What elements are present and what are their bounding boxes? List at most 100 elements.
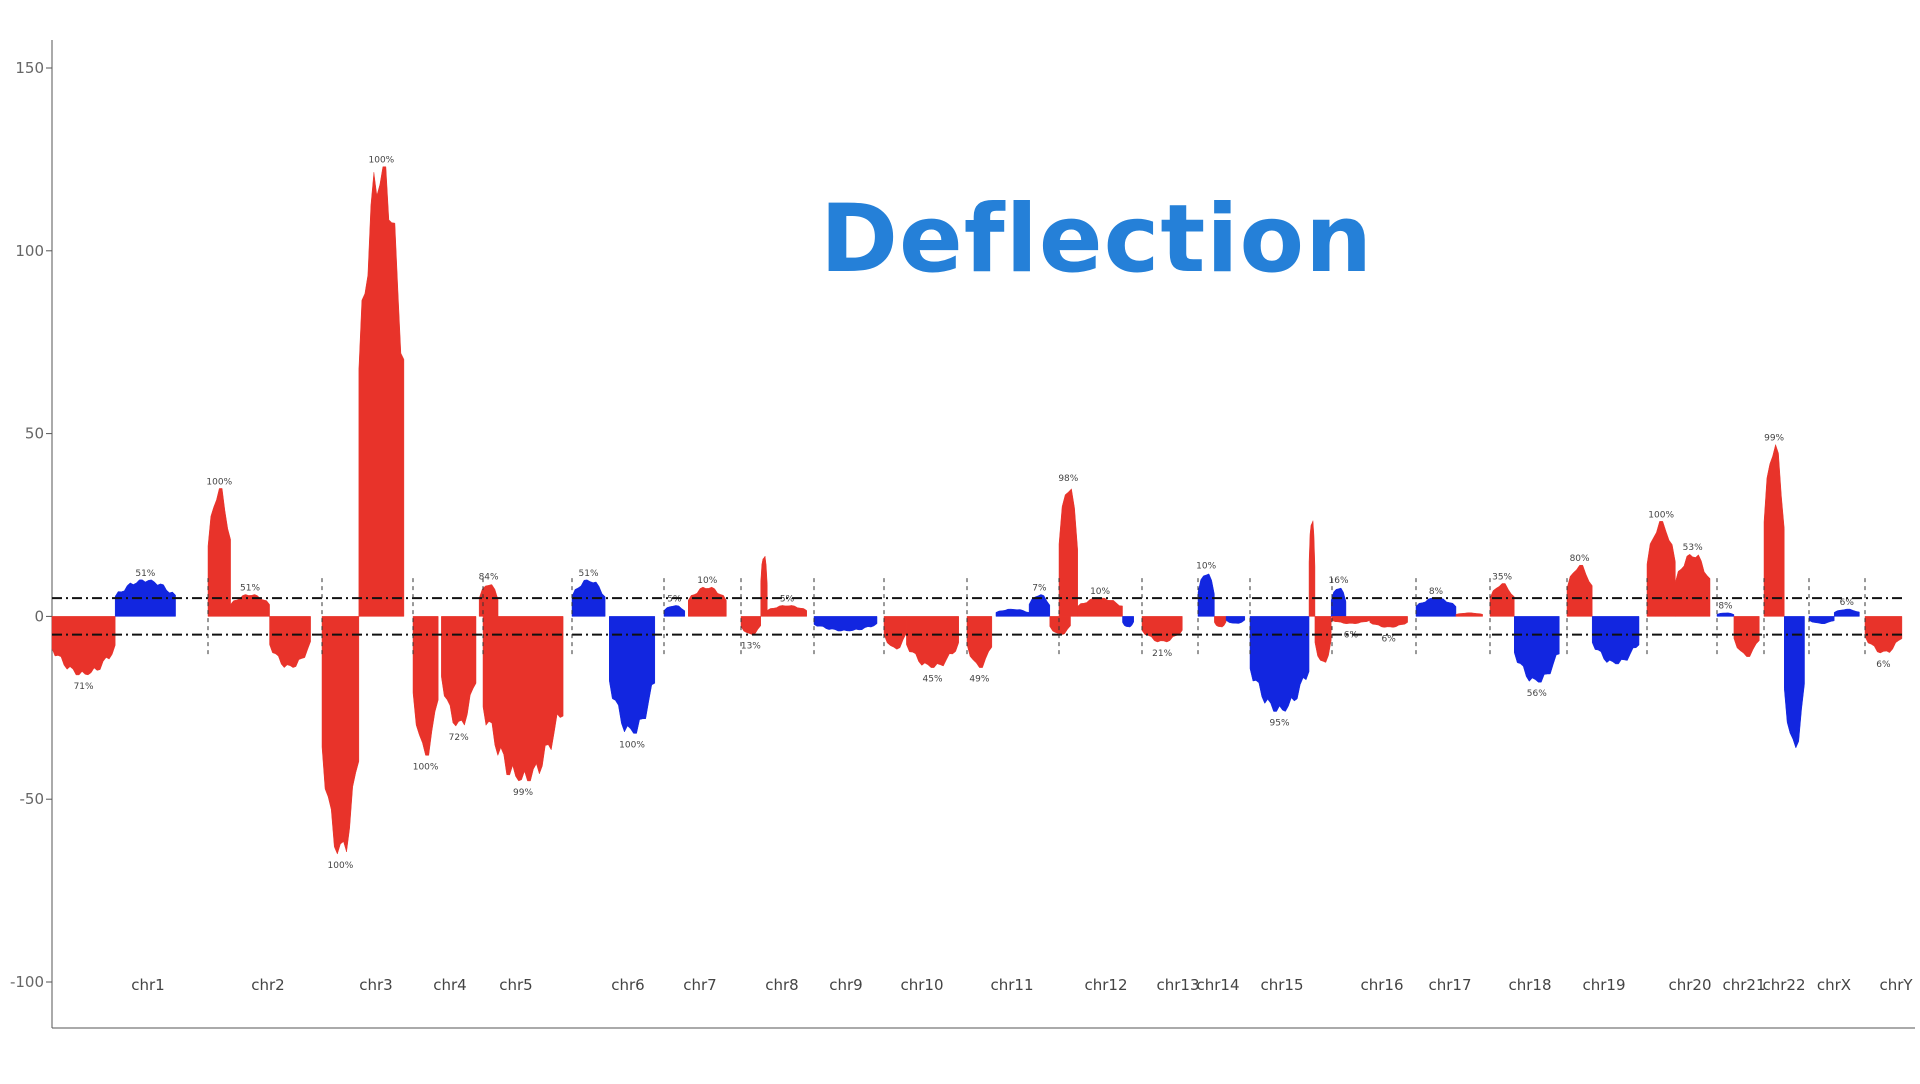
x-tick-label: chr3 bbox=[359, 976, 392, 994]
segment-label: 100% bbox=[328, 861, 354, 871]
segment-label: 5% bbox=[780, 594, 795, 604]
segment-label: 100% bbox=[1648, 510, 1674, 520]
segment-bar bbox=[1716, 612, 1735, 617]
segment-bar bbox=[51, 616, 116, 676]
segment-label: 21% bbox=[1152, 649, 1172, 659]
x-tick-label: chr10 bbox=[900, 976, 943, 994]
segment-label: 100% bbox=[619, 740, 645, 750]
x-tick-label: chr21 bbox=[1722, 976, 1765, 994]
x-tick-label: chr13 bbox=[1156, 976, 1199, 994]
segment-label: 35% bbox=[1492, 572, 1512, 582]
x-tick-label: chr5 bbox=[499, 976, 532, 994]
segment-bar bbox=[269, 616, 311, 668]
y-tick-label: -50 bbox=[20, 790, 45, 808]
segment-bar bbox=[1049, 616, 1071, 635]
x-tick-label: chr4 bbox=[433, 976, 466, 994]
segment-bar bbox=[995, 608, 1030, 617]
x-tick-label: chrY bbox=[1879, 976, 1913, 994]
segment-label: 99% bbox=[513, 788, 533, 798]
segment-bar bbox=[1784, 616, 1805, 749]
segment-label: 100% bbox=[369, 156, 395, 166]
chart-title: Deflection bbox=[820, 185, 1374, 294]
segment-label: 7% bbox=[1032, 583, 1047, 593]
x-tick-label: chr6 bbox=[611, 976, 644, 994]
segment-bar bbox=[571, 579, 606, 617]
segment-bar bbox=[1249, 616, 1310, 712]
x-tick-label: chr16 bbox=[1360, 976, 1403, 994]
segment-bar bbox=[1808, 616, 1835, 624]
segment-bar bbox=[813, 616, 878, 632]
segment-label: 56% bbox=[1527, 689, 1547, 699]
segment-bar bbox=[478, 584, 499, 617]
segment-bar bbox=[114, 579, 176, 617]
segment-bar bbox=[1314, 616, 1332, 663]
segment-bar bbox=[207, 488, 231, 617]
segment-bar bbox=[1308, 520, 1316, 617]
segment-label: 10% bbox=[697, 576, 717, 586]
segment-bar bbox=[1455, 612, 1483, 617]
segment-bar bbox=[1833, 608, 1860, 617]
segment-label: 80% bbox=[1570, 554, 1590, 564]
segment-bar bbox=[906, 616, 959, 668]
x-tick-label: chr12 bbox=[1084, 976, 1127, 994]
segment-label: 10% bbox=[1090, 587, 1110, 597]
y-tick-label: -100 bbox=[10, 973, 44, 991]
segment-bar bbox=[1514, 616, 1560, 683]
segment-label: 45% bbox=[923, 675, 943, 685]
segment-label: 95% bbox=[1270, 718, 1290, 728]
x-tick-label: chr14 bbox=[1196, 976, 1239, 994]
segment-label: 51% bbox=[240, 583, 260, 593]
x-tick-label: chr19 bbox=[1582, 976, 1625, 994]
segment-bar bbox=[1591, 616, 1640, 665]
x-tick-label: chr1 bbox=[131, 976, 164, 994]
segment-label: 84% bbox=[479, 572, 499, 582]
segment-bar bbox=[1763, 443, 1785, 617]
segment-bar bbox=[1122, 616, 1134, 628]
segment-label: 16% bbox=[1329, 576, 1349, 586]
segment-label: 98% bbox=[1058, 474, 1078, 484]
segment-bar bbox=[1675, 553, 1711, 617]
segment-label: 6% bbox=[1876, 660, 1891, 670]
segment-label: 6% bbox=[1344, 631, 1359, 641]
segment-label: 8% bbox=[1429, 587, 1444, 597]
segment-bar bbox=[1733, 616, 1760, 657]
segment-bar bbox=[740, 616, 761, 635]
segment-label: 51% bbox=[579, 569, 599, 579]
segment-bar bbox=[412, 616, 439, 756]
segment-bar bbox=[1369, 616, 1408, 628]
segment-bar bbox=[1141, 616, 1183, 643]
y-tick-label: 100 bbox=[15, 242, 44, 260]
x-tick-label: chr8 bbox=[765, 976, 798, 994]
segment-bar bbox=[1331, 616, 1371, 624]
x-tick-label: chr20 bbox=[1668, 976, 1711, 994]
x-tick-label: chr7 bbox=[683, 976, 716, 994]
x-tick-label: chr11 bbox=[990, 976, 1033, 994]
segment-label: 100% bbox=[206, 477, 232, 487]
segment-bar bbox=[1566, 564, 1593, 617]
segment-bar bbox=[1058, 488, 1078, 617]
segment-bar bbox=[1214, 616, 1227, 628]
segment-bar bbox=[1330, 587, 1347, 617]
segment-bar bbox=[358, 166, 405, 617]
segment-label: 72% bbox=[449, 733, 469, 743]
segment-bar bbox=[760, 555, 768, 617]
segment-bar bbox=[688, 586, 727, 617]
x-tick-label: chr22 bbox=[1762, 976, 1805, 994]
y-tick-label: 150 bbox=[15, 59, 44, 77]
y-tick-label: 0 bbox=[34, 607, 44, 625]
segment-bar bbox=[1415, 597, 1457, 617]
segment-bar bbox=[1225, 616, 1246, 624]
segment-bar bbox=[1489, 583, 1515, 617]
segment-label: 8% bbox=[1718, 602, 1733, 612]
segment-label: 49% bbox=[969, 675, 989, 685]
x-tick-label: chrX bbox=[1817, 976, 1851, 994]
segment-bar bbox=[966, 616, 993, 668]
segment-bar bbox=[883, 616, 907, 650]
segment-bar bbox=[767, 605, 807, 617]
y-tick-label: 50 bbox=[25, 425, 44, 443]
segment-label: 71% bbox=[74, 682, 94, 692]
segment-label: 6% bbox=[1382, 634, 1397, 644]
x-tick-label: chr18 bbox=[1508, 976, 1551, 994]
